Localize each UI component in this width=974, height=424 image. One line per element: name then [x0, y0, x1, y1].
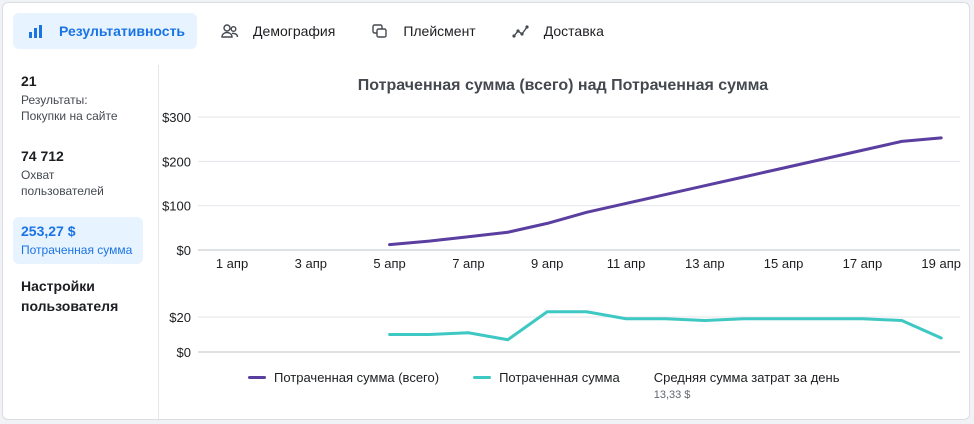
legend-swatch-spent — [473, 376, 492, 379]
x-tick-4: 9 апр — [531, 256, 563, 271]
people-icon — [221, 22, 239, 40]
chart-title: Потраченная сумма (всего) над Потраченна… — [357, 77, 769, 94]
stat-amount-spent-value: 253,27 $ — [21, 223, 76, 239]
tab-delivery-label: Доставка — [543, 23, 604, 39]
stat-results-label-1: Результаты: — [21, 93, 88, 107]
placement-icon — [371, 22, 389, 40]
x-tick-7: 15 апр — [764, 256, 804, 271]
x-tick-2: 5 апр — [373, 256, 405, 271]
x-tick-5: 11 апр — [607, 256, 646, 271]
metrics-sidebar: 21 Результаты: Покупки на сайте 74 712 О… — [13, 67, 143, 316]
x-tick-0: 1 апр — [216, 256, 248, 271]
user-settings-line-2: пользователя — [21, 298, 119, 314]
stat-amount-spent-label: Потраченная сумма — [21, 243, 133, 257]
user-settings-link[interactable]: Настройки пользователя — [13, 276, 143, 316]
tab-placement[interactable]: Плейсмент — [357, 13, 487, 49]
tab-performance-label: Результативность — [59, 23, 186, 39]
tab-demographics-label: Демография — [253, 23, 336, 39]
y-tick-top-0: $0 — [177, 243, 191, 258]
tab-placement-label: Плейсмент — [403, 23, 476, 39]
x-tick-1: 3 апр — [295, 256, 327, 271]
y-tick-bottom-1: $20 — [169, 310, 191, 325]
stat-reach-label-2: пользователей — [21, 184, 104, 198]
legend-average: Средняя сумма затрат за день 13,33 $ — [654, 370, 840, 401]
y-tick-top-2: $200 — [162, 154, 191, 169]
line-daily-spend — [388, 310, 943, 342]
legend-label-spent: Потраченная сумма — [499, 370, 620, 385]
line-total-spend — [388, 136, 943, 247]
stat-results-label-2: Покупки на сайте — [21, 109, 118, 123]
y-tick-bottom-0: $0 — [177, 345, 191, 360]
tab-demographics[interactable]: Демография — [207, 13, 347, 49]
y-tick-top-1: $100 — [162, 199, 191, 214]
y-tick-top-3: $300 — [162, 110, 191, 125]
chart-legend: Потраченная сумма (всего) Потраченная су… — [248, 370, 839, 401]
x-tick-8: 17 апр — [843, 256, 883, 271]
stat-reach-label-1: Охват — [21, 168, 55, 182]
tab-delivery[interactable]: Доставка — [498, 13, 616, 49]
bar-chart-icon — [27, 22, 45, 40]
stat-reach-value: 74 712 — [21, 148, 64, 164]
delivery-icon — [512, 22, 530, 40]
legend-swatch-total — [248, 376, 266, 379]
x-tick-6: 13 апр — [685, 256, 725, 271]
stat-reach[interactable]: 74 712 Охват пользователей — [13, 142, 143, 205]
tab-bar: Результативность Демография Плейсмент До… — [13, 13, 626, 49]
stat-results[interactable]: 21 Результаты: Покупки на сайте — [13, 67, 143, 130]
legend-item-spent[interactable]: Потраченная сумма — [473, 370, 620, 385]
x-tick-9: 19 апр — [921, 256, 961, 271]
stat-amount-spent[interactable]: 253,27 $ Потраченная сумма — [13, 217, 143, 264]
stat-results-value: 21 — [21, 73, 37, 89]
legend-item-total[interactable]: Потраченная сумма (всего) — [248, 370, 439, 385]
legend-average-value: 13,33 $ — [653, 389, 691, 401]
sidebar-divider — [158, 65, 159, 421]
tab-performance[interactable]: Результативность — [13, 13, 198, 49]
user-settings-line-1: Настройки — [21, 278, 95, 294]
x-tick-3: 7 апр — [452, 256, 484, 271]
legend-average-label: Средняя сумма затрат за день — [653, 370, 840, 385]
legend-label-total: Потраченная сумма (всего) — [274, 370, 440, 385]
